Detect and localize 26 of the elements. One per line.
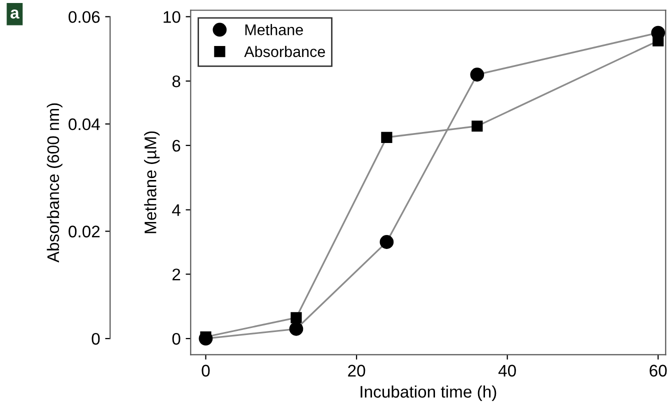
point	[290, 312, 302, 324]
legend-label: Methane	[245, 24, 303, 36]
point	[381, 132, 392, 143]
point	[472, 120, 483, 132]
x-axis-title: Incubation time (h)	[360, 385, 496, 401]
y-tick-label: 6	[172, 140, 180, 152]
y-tick-label: 0	[172, 332, 180, 345]
y-tick-label: 4	[172, 204, 180, 216]
y2-tick-label: 0.02	[68, 226, 100, 238]
y-tick-label: 10	[164, 11, 180, 23]
y-tick-label: 2	[172, 268, 180, 280]
point	[380, 235, 394, 249]
x-tick-label: 0	[202, 364, 210, 377]
y2-tick-label: 0.06	[68, 11, 100, 23]
y-tick-label: 8	[172, 75, 180, 88]
y2-axis-title: Absorbance (600 nm)	[46, 103, 62, 263]
x-tick-label: 20	[348, 364, 366, 377]
y-axis-title: Methane (µM)	[144, 131, 160, 234]
x-tick-label: 60	[650, 364, 667, 377]
y2-tick-label: 0.04	[68, 118, 100, 130]
x-tick-label: 40	[498, 364, 516, 377]
point	[289, 322, 304, 336]
legend-label: Absorbance	[244, 46, 325, 58]
text: a	[10, 9, 20, 19]
point	[470, 68, 484, 82]
y2-tick-label: 0	[92, 332, 100, 345]
